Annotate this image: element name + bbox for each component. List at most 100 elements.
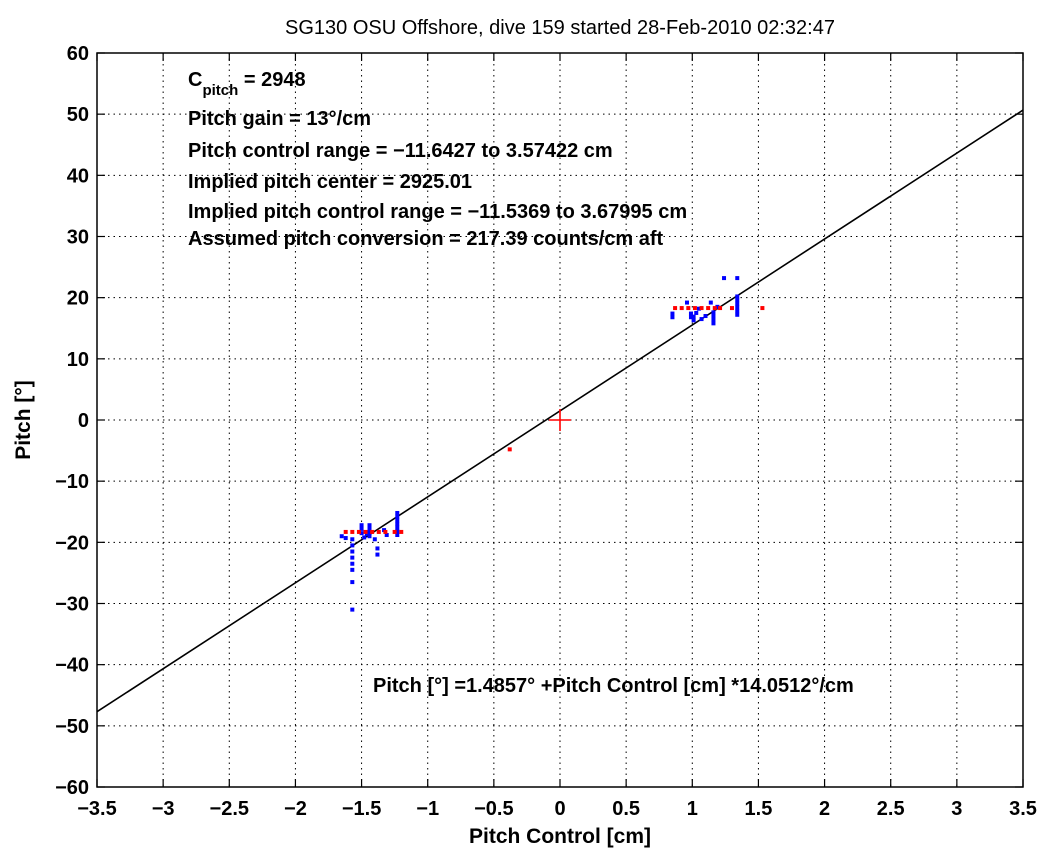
x-tick-label: −3 [152,798,175,820]
x-tick-label: 1 [687,798,698,820]
implied-range-text: Implied pitch control range = −11.5369 t… [188,201,687,223]
data-point [670,315,675,320]
data-point [735,294,740,299]
data-point [367,534,372,539]
data-point [679,306,684,311]
data-point [688,315,693,320]
data-point [367,530,372,535]
y-tick-label: −50 [55,716,89,738]
y-tick-label: −10 [55,471,89,493]
data-point [699,306,704,311]
data-point [395,525,400,530]
x-tick-label: −3.5 [77,798,116,820]
y-tick-label: 40 [67,165,89,187]
data-point [359,526,364,531]
data-point [350,537,355,542]
data-point [729,306,734,311]
data-point [395,532,400,537]
data-point [688,311,693,316]
x-tick-label: −1.5 [342,798,381,820]
y-tick-label: 20 [67,288,89,310]
data-point [363,529,368,534]
x-tick-label: 2.5 [877,798,905,820]
data-point [670,311,675,316]
data-point [760,306,765,311]
data-point [395,514,400,519]
y-tick-label: −30 [55,594,89,616]
conversion-text: Assumed pitch conversion = 217.39 counts… [188,228,663,250]
y-tick-label: −40 [55,655,89,677]
data-point [399,529,404,534]
data-point [684,300,689,305]
grid-lines [97,53,1023,787]
data-point [343,536,348,541]
implied-center-text: Implied pitch center = 2925.01 [188,171,472,193]
data-point [735,312,740,317]
fit-equation-text: Pitch [°] =1.4857° +Pitch Control [cm] *… [373,675,854,697]
data-point [735,309,740,314]
data-point [691,314,696,319]
data-point [339,534,344,539]
data-point [384,532,389,537]
data-point [367,526,372,531]
data-point [711,310,716,315]
data-point [370,529,375,534]
x-tick-label: 3.5 [1009,798,1037,820]
data-point [735,305,740,310]
data-point [706,306,711,311]
y-tick-labels: −60 −50 −40 −30 −20 −10 0 10 20 30 40 50 60 [55,43,89,799]
axis-ticks [96,52,1024,788]
data-point [359,523,364,528]
data-point [376,529,381,534]
center-marker-group [549,409,571,431]
data-point [395,521,400,526]
data-point [712,306,717,311]
x-tick-label: 0 [554,798,565,820]
c-pitch-subscript: pitch [202,82,238,99]
data-point [350,549,355,554]
y-axis-label: Pitch [°] [12,380,35,460]
control-range-text: Pitch control range = −11.6427 to 3.5742… [188,140,613,162]
data-point [691,318,696,323]
data-point [350,543,355,548]
y-tick-label: 10 [67,349,89,371]
c-pitch-text: Cpitch = 2948 [188,69,306,99]
data-point [350,580,355,585]
x-tick-label: 3 [951,798,962,820]
x-tick-label: −0.5 [474,798,513,820]
y-tick-label: −20 [55,532,89,554]
y-tick-label: 50 [67,104,89,126]
data-point [673,306,678,311]
data-point [395,529,400,534]
x-tick-label: −1 [416,798,439,820]
data-point [735,301,740,306]
y-tick-label: 60 [67,43,89,65]
data-point [367,523,372,528]
data-point [392,529,397,534]
data-points [339,276,765,612]
data-point [708,300,713,305]
data-point [395,518,400,523]
y-tick-label: 0 [78,410,89,432]
data-point [696,306,701,311]
data-point [372,537,377,542]
data-point [383,529,388,534]
data-point [718,306,723,311]
data-point [356,529,361,534]
data-point [350,561,355,566]
x-tick-label: −2 [284,798,307,820]
data-point [375,546,380,551]
data-point [711,317,716,322]
x-tick-label: 2 [819,798,830,820]
pitch-gain-text: Pitch gain = 13°/cm [188,108,371,130]
x-tick-labels: −3.5 −3 −2.5 −2 −1.5 −1 −0.5 0 0.5 1 1.5 2 2.5 3 3.5 [77,798,1037,820]
data-point [703,314,708,319]
data-point [711,314,716,319]
c-pitch-main: C [188,69,202,91]
x-tick-label: 1.5 [745,798,773,820]
data-point [735,276,740,281]
data-point [711,321,716,326]
x-tick-label: −2.5 [210,798,249,820]
chart-title: SG130 OSU Offshore, dive 159 started 28-… [285,17,835,39]
c-pitch-value: = 2948 [238,69,305,91]
